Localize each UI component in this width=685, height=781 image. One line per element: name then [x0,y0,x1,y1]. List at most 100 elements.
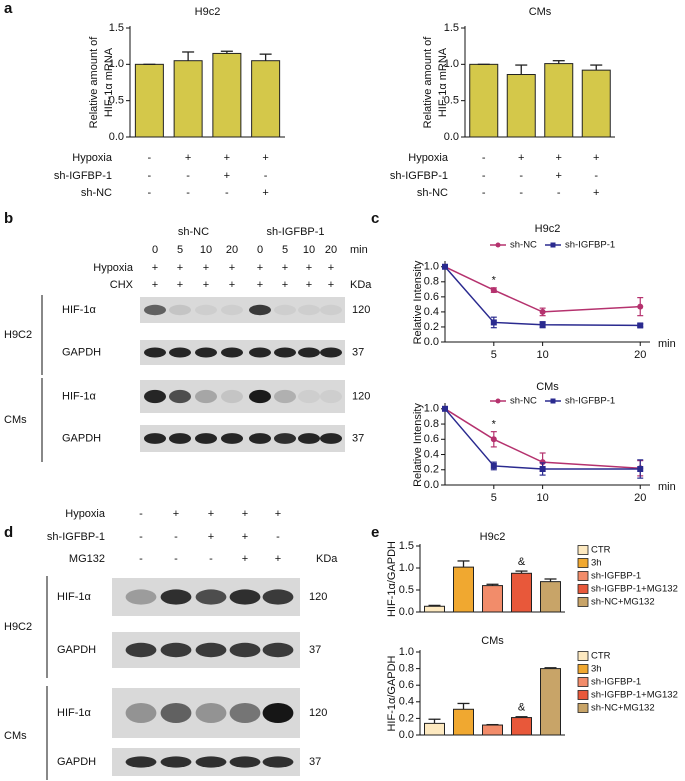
condition-name: sh-IGFBP-1 [390,170,448,182]
blot-band [262,589,294,605]
blot-band [195,433,217,444]
blot-band [262,642,294,658]
y-tick-label: 0.0 [424,479,439,491]
treatment-sign: + [242,508,248,520]
annotation: * [492,419,497,431]
treatment-sign: + [229,262,235,274]
cell-line-label: CMs [4,730,27,742]
chart-title: CMs [536,381,559,393]
y-tick-label: 0.0 [424,336,439,348]
blot-band [274,433,296,444]
y-tick-label: 0.2 [424,321,439,333]
bar [251,60,281,138]
treatment-sign: + [257,279,263,291]
blot-band [298,304,320,316]
bar [482,724,503,736]
condition-sign: - [264,170,268,182]
treatment-sign: + [177,262,183,274]
chart-title: H9c2 [195,6,221,18]
annotation: * [492,275,497,287]
bar [506,74,536,138]
time-label: 20 [226,244,238,256]
blot-band [229,756,261,768]
y-tick-label: 0.4 [424,448,439,460]
condition-sign: - [482,170,486,182]
treatment-name: CHX [110,279,134,291]
blot-band [249,347,271,358]
legend-label: sh-NC+MG132 [591,703,655,714]
bar [581,69,611,138]
marker [637,303,644,310]
blot-band [298,433,320,444]
group-label: sh-IGFBP-1 [266,226,324,238]
legend-label: CTR [591,651,611,662]
legend-label: sh-IGFBP-1 [565,240,615,251]
marker [637,322,644,329]
treatment-sign: + [177,279,183,291]
treatment-sign: + [306,279,312,291]
blot-band [195,642,227,658]
x-tick-label: 20 [634,492,646,504]
condition-sign: - [186,170,190,182]
blot-band [320,347,342,358]
blot-band [144,347,166,358]
y-tick-label: 1.0 [424,261,439,273]
blot-band [320,389,342,404]
blot-band [298,347,320,358]
time-label: 5 [282,244,288,256]
condition-sign: - [482,187,486,199]
condition-sign: + [262,152,268,164]
panel-label: e [371,524,379,541]
blot-band [125,756,157,768]
mw-label: 120 [309,591,327,603]
blot-band [249,304,271,316]
series-line [444,266,641,327]
legend-swatch [577,584,589,594]
y-tick-label: 0.8 [424,276,439,288]
condition-sign: - [186,187,190,199]
time-label: 10 [200,244,212,256]
treatment-sign: + [242,531,248,543]
chart-title: H9c2 [480,531,506,543]
marker [442,263,448,270]
y-tick-label: 0.0 [399,606,414,618]
bar [482,585,503,613]
legend-label: 3h [591,664,602,675]
legend-swatch [577,690,589,700]
legend-marker [550,398,556,404]
treatment-sign: - [139,508,143,520]
treatment-sign: + [275,508,281,520]
condition-sign: - [519,170,523,182]
y-tick-label: 0.0 [444,131,459,143]
treatment-sign: + [229,279,235,291]
blot-band [320,304,342,316]
blot-band [195,756,227,768]
legend-label: sh-IGFBP-1 [591,677,641,688]
blot-band [229,642,261,658]
treatment-sign: + [328,279,334,291]
bar [511,717,532,736]
bar [173,60,203,138]
chart-title: CMs [529,6,552,18]
bar [453,708,474,736]
protein-label: HIF-1α [62,304,97,316]
x-tick-label: 10 [536,492,548,504]
y-tick-label: 0.4 [399,696,414,708]
legend-swatch [577,677,589,687]
bar [134,63,164,138]
blot-band [195,589,227,605]
condition-sign: - [148,152,152,164]
y-tick-label: 0.0 [109,131,124,143]
y-tick-label: 0.0 [399,729,414,741]
legend-label: sh-IGFBP-1 [591,571,641,582]
condition-name: sh-IGFBP-1 [54,170,112,182]
blot-band [229,703,261,723]
time-unit: min [350,244,368,256]
treatment-name: Hypoxia [65,508,106,520]
treatment-sign: + [152,279,158,291]
blot-band [195,389,217,404]
protein-label: HIF-1α [57,591,92,603]
blot-band [160,756,192,768]
y-axis-label: HIF-1α mRNA [437,47,449,117]
y-tick-label: 1.0 [109,58,124,70]
